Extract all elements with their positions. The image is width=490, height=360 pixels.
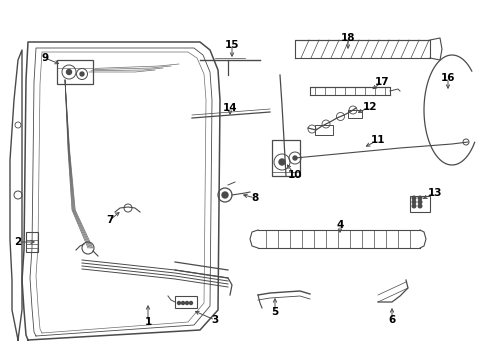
Circle shape [293, 156, 297, 160]
Circle shape [190, 302, 193, 305]
Bar [26, 232, 38, 252]
Text: 14: 14 [222, 103, 237, 113]
Circle shape [181, 302, 185, 305]
Bar [348, 110, 362, 118]
Text: 2: 2 [14, 237, 22, 247]
Bar [410, 196, 430, 212]
Circle shape [80, 72, 84, 76]
Text: 11: 11 [371, 135, 385, 145]
Text: 15: 15 [225, 40, 239, 50]
Text: 1: 1 [145, 317, 151, 327]
Text: 7: 7 [106, 215, 114, 225]
Circle shape [177, 302, 180, 305]
Bar [315, 125, 333, 135]
Circle shape [67, 69, 72, 75]
Circle shape [418, 204, 422, 208]
Bar [57, 60, 93, 84]
Circle shape [222, 192, 228, 198]
Bar [272, 140, 300, 176]
Text: 6: 6 [389, 315, 395, 325]
Text: 17: 17 [375, 77, 390, 87]
Circle shape [186, 302, 189, 305]
Text: 8: 8 [251, 193, 259, 203]
Circle shape [412, 200, 416, 204]
Circle shape [418, 196, 422, 200]
Text: 16: 16 [441, 73, 455, 83]
Text: 5: 5 [271, 307, 279, 317]
Text: 4: 4 [336, 220, 343, 230]
Text: 13: 13 [428, 188, 442, 198]
Circle shape [412, 196, 416, 200]
Text: 18: 18 [341, 33, 355, 43]
Text: 10: 10 [288, 170, 302, 180]
Text: 3: 3 [211, 315, 219, 325]
Circle shape [418, 200, 422, 204]
Text: 12: 12 [363, 102, 377, 112]
Text: 9: 9 [42, 53, 49, 63]
Circle shape [412, 204, 416, 208]
Circle shape [279, 159, 285, 165]
Bar [175, 296, 197, 308]
